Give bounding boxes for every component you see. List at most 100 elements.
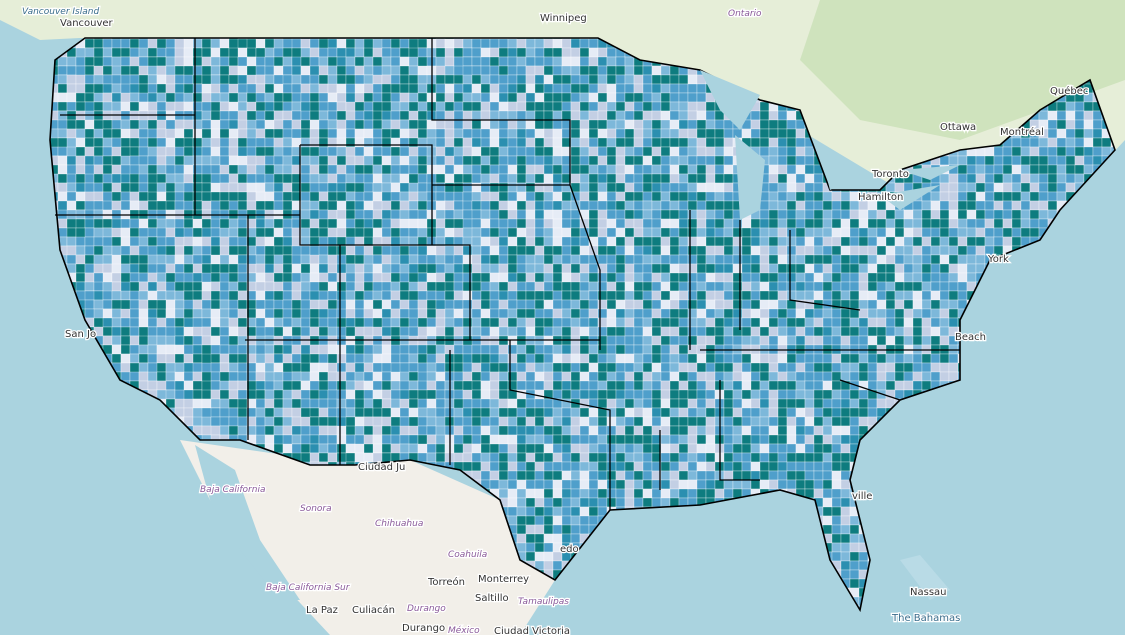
county bbox=[318, 92, 329, 103]
county bbox=[750, 326, 761, 337]
county bbox=[966, 200, 977, 211]
county bbox=[390, 110, 401, 121]
county bbox=[660, 155, 671, 166]
county bbox=[372, 209, 383, 220]
county bbox=[678, 326, 689, 337]
county bbox=[399, 38, 410, 49]
county bbox=[633, 110, 644, 121]
county bbox=[705, 164, 716, 175]
county bbox=[309, 47, 320, 58]
county bbox=[210, 56, 221, 67]
county bbox=[984, 236, 995, 247]
county bbox=[948, 218, 959, 229]
county bbox=[300, 398, 311, 409]
county bbox=[714, 353, 725, 364]
county bbox=[327, 191, 338, 202]
county bbox=[282, 326, 293, 337]
county bbox=[633, 218, 644, 229]
county bbox=[129, 200, 140, 211]
county bbox=[300, 200, 311, 211]
county bbox=[894, 218, 905, 229]
county bbox=[777, 119, 788, 130]
county bbox=[966, 218, 977, 229]
county bbox=[939, 173, 950, 184]
county bbox=[957, 236, 968, 247]
county bbox=[489, 92, 500, 103]
county bbox=[507, 92, 518, 103]
county bbox=[570, 119, 581, 130]
county bbox=[318, 362, 329, 373]
county bbox=[777, 164, 788, 175]
county bbox=[696, 209, 707, 220]
county bbox=[129, 173, 140, 184]
county bbox=[327, 209, 338, 220]
county bbox=[120, 254, 131, 265]
county bbox=[624, 164, 635, 175]
county bbox=[633, 236, 644, 247]
county bbox=[804, 299, 815, 310]
county bbox=[570, 56, 581, 67]
county bbox=[120, 137, 131, 148]
county bbox=[498, 209, 509, 220]
county bbox=[579, 281, 590, 292]
county bbox=[291, 56, 302, 67]
county bbox=[687, 83, 698, 94]
county bbox=[147, 236, 158, 247]
county bbox=[786, 119, 797, 130]
county bbox=[138, 218, 149, 229]
county bbox=[912, 290, 923, 301]
county bbox=[300, 389, 311, 400]
county bbox=[390, 380, 401, 391]
county bbox=[237, 299, 248, 310]
county bbox=[642, 173, 653, 184]
county bbox=[381, 155, 392, 166]
county bbox=[705, 236, 716, 247]
county bbox=[741, 236, 752, 247]
county bbox=[606, 200, 617, 211]
county bbox=[579, 236, 590, 247]
county bbox=[543, 128, 554, 139]
county bbox=[741, 353, 752, 364]
county bbox=[444, 254, 455, 265]
county bbox=[579, 299, 590, 310]
county bbox=[399, 290, 410, 301]
county bbox=[282, 137, 293, 148]
county bbox=[354, 281, 365, 292]
county bbox=[471, 137, 482, 148]
county bbox=[840, 236, 851, 247]
county bbox=[183, 335, 194, 346]
county bbox=[372, 83, 383, 94]
county bbox=[795, 353, 806, 364]
county bbox=[255, 245, 266, 256]
county bbox=[741, 371, 752, 382]
county bbox=[714, 245, 725, 256]
county bbox=[840, 200, 851, 211]
county bbox=[570, 173, 581, 184]
county bbox=[678, 245, 689, 256]
county bbox=[813, 308, 824, 319]
county bbox=[948, 308, 959, 319]
county bbox=[480, 398, 491, 409]
county bbox=[237, 317, 248, 328]
county bbox=[264, 362, 275, 373]
county bbox=[111, 47, 122, 58]
county bbox=[561, 308, 572, 319]
county bbox=[120, 173, 131, 184]
county bbox=[84, 173, 95, 184]
county bbox=[318, 398, 329, 409]
county bbox=[651, 380, 662, 391]
county bbox=[453, 380, 464, 391]
county bbox=[660, 110, 671, 121]
county bbox=[174, 155, 185, 166]
county bbox=[579, 119, 590, 130]
county bbox=[372, 245, 383, 256]
county bbox=[273, 191, 284, 202]
county bbox=[372, 191, 383, 202]
county bbox=[318, 227, 329, 238]
county bbox=[1083, 164, 1094, 175]
county bbox=[489, 128, 500, 139]
county bbox=[138, 263, 149, 274]
county bbox=[345, 209, 356, 220]
county bbox=[678, 290, 689, 301]
